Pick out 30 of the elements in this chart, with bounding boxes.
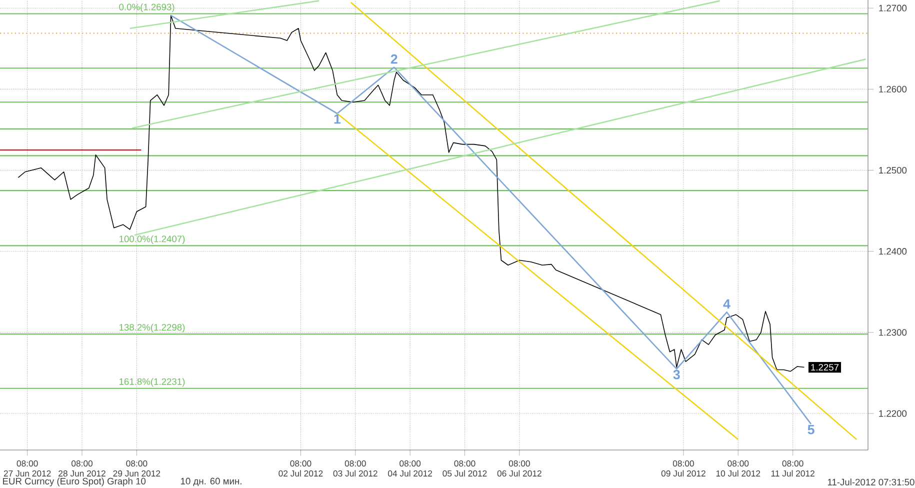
x-tick-label: 08:00 29 Jun 2012: [113, 460, 160, 477]
y-tick-label: 1.2400: [879, 248, 907, 255]
annotation: 4: [723, 299, 730, 309]
x-tick-label: 08:00 09 Jul 2012: [661, 460, 706, 477]
ref-line-label: 100.0%(1.2407): [120, 235, 185, 244]
text: EUR Curncy (Euro Spot) Graph 10: [3, 478, 146, 486]
ref-line-label: 161.8%(1.2231): [120, 378, 185, 387]
x-tick-label: 08:00 27 Jun 2012: [4, 460, 51, 477]
ref-line-label: 0.0%(1.2693): [119, 3, 174, 12]
annotation: 5: [808, 424, 814, 434]
x-tick-label: 08:00 06 Jul 2012: [497, 460, 542, 477]
x-tick-label: 08:00 02 Jul 2012: [278, 460, 323, 477]
y-tick-label: 1.2200: [879, 410, 907, 417]
x-tick-label: 08:00 04 Jul 2012: [388, 460, 432, 477]
y-tick-label: 1.2300: [879, 329, 907, 336]
y-tick-label: 1.2500: [879, 166, 907, 174]
x-tick-label: 08:00 05 Jul 2012: [442, 460, 487, 477]
annotation: 1: [334, 114, 341, 124]
y-tick-label: 1.2600: [879, 86, 907, 92]
text: 10 дн. 60 мин.: [180, 478, 242, 486]
y-tick-label: 1.2700: [879, 4, 907, 12]
annotation: 3: [673, 370, 680, 380]
x-tick-label: 08:00 10 Jul 2012: [716, 460, 760, 477]
data-label: 1.2257: [811, 364, 839, 371]
x-tick-label: 08:00 03 Jul 2012: [333, 460, 378, 477]
annotation: 2: [390, 54, 398, 64]
ref-line-label: 138.2%(1.2298): [120, 324, 185, 332]
x-tick-label: 08:00 11 Jul 2012: [771, 460, 814, 477]
text: 11-Jul-2012 07:31:50: [828, 478, 914, 486]
x-tick-label: 08:00 28 Jun 2012: [58, 460, 106, 477]
